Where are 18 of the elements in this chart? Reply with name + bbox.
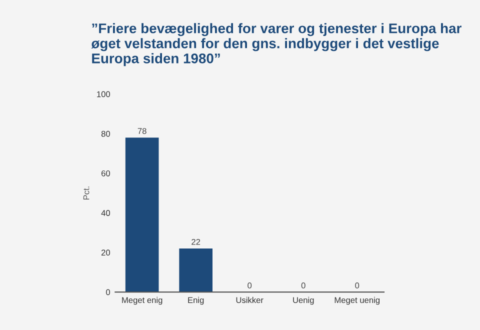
- data-label: 0: [248, 282, 252, 288]
- x-tick-label: Uenig: [293, 296, 314, 305]
- y-tick-label: 60: [101, 170, 110, 176]
- x-tick-label: Usikker: [236, 296, 264, 304]
- data-label: 0: [355, 282, 360, 288]
- y-tick-label: 100: [97, 91, 110, 98]
- data-label: 0: [301, 282, 306, 288]
- data-label: 22: [192, 238, 200, 245]
- y-axis-title: Pct.: [83, 186, 90, 200]
- y-tick-label: 40: [101, 210, 110, 216]
- x-tick-label: Meget enig: [122, 296, 162, 305]
- y-tick-label: 20: [101, 250, 110, 256]
- x-tick-label: Enig: [188, 296, 204, 305]
- data-label: 78: [138, 128, 146, 134]
- x-tick-label: Meget uenig: [334, 296, 380, 305]
- chart-title: ”Friere bevægelighed for varer og tjenester i Europa har øget velstanden for den gns. indbygger i det vestlige Europa siden 1980”: [91, 23, 462, 66]
- y-tick-label: 0: [106, 289, 110, 296]
- y-tick-label: 80: [101, 130, 110, 137]
